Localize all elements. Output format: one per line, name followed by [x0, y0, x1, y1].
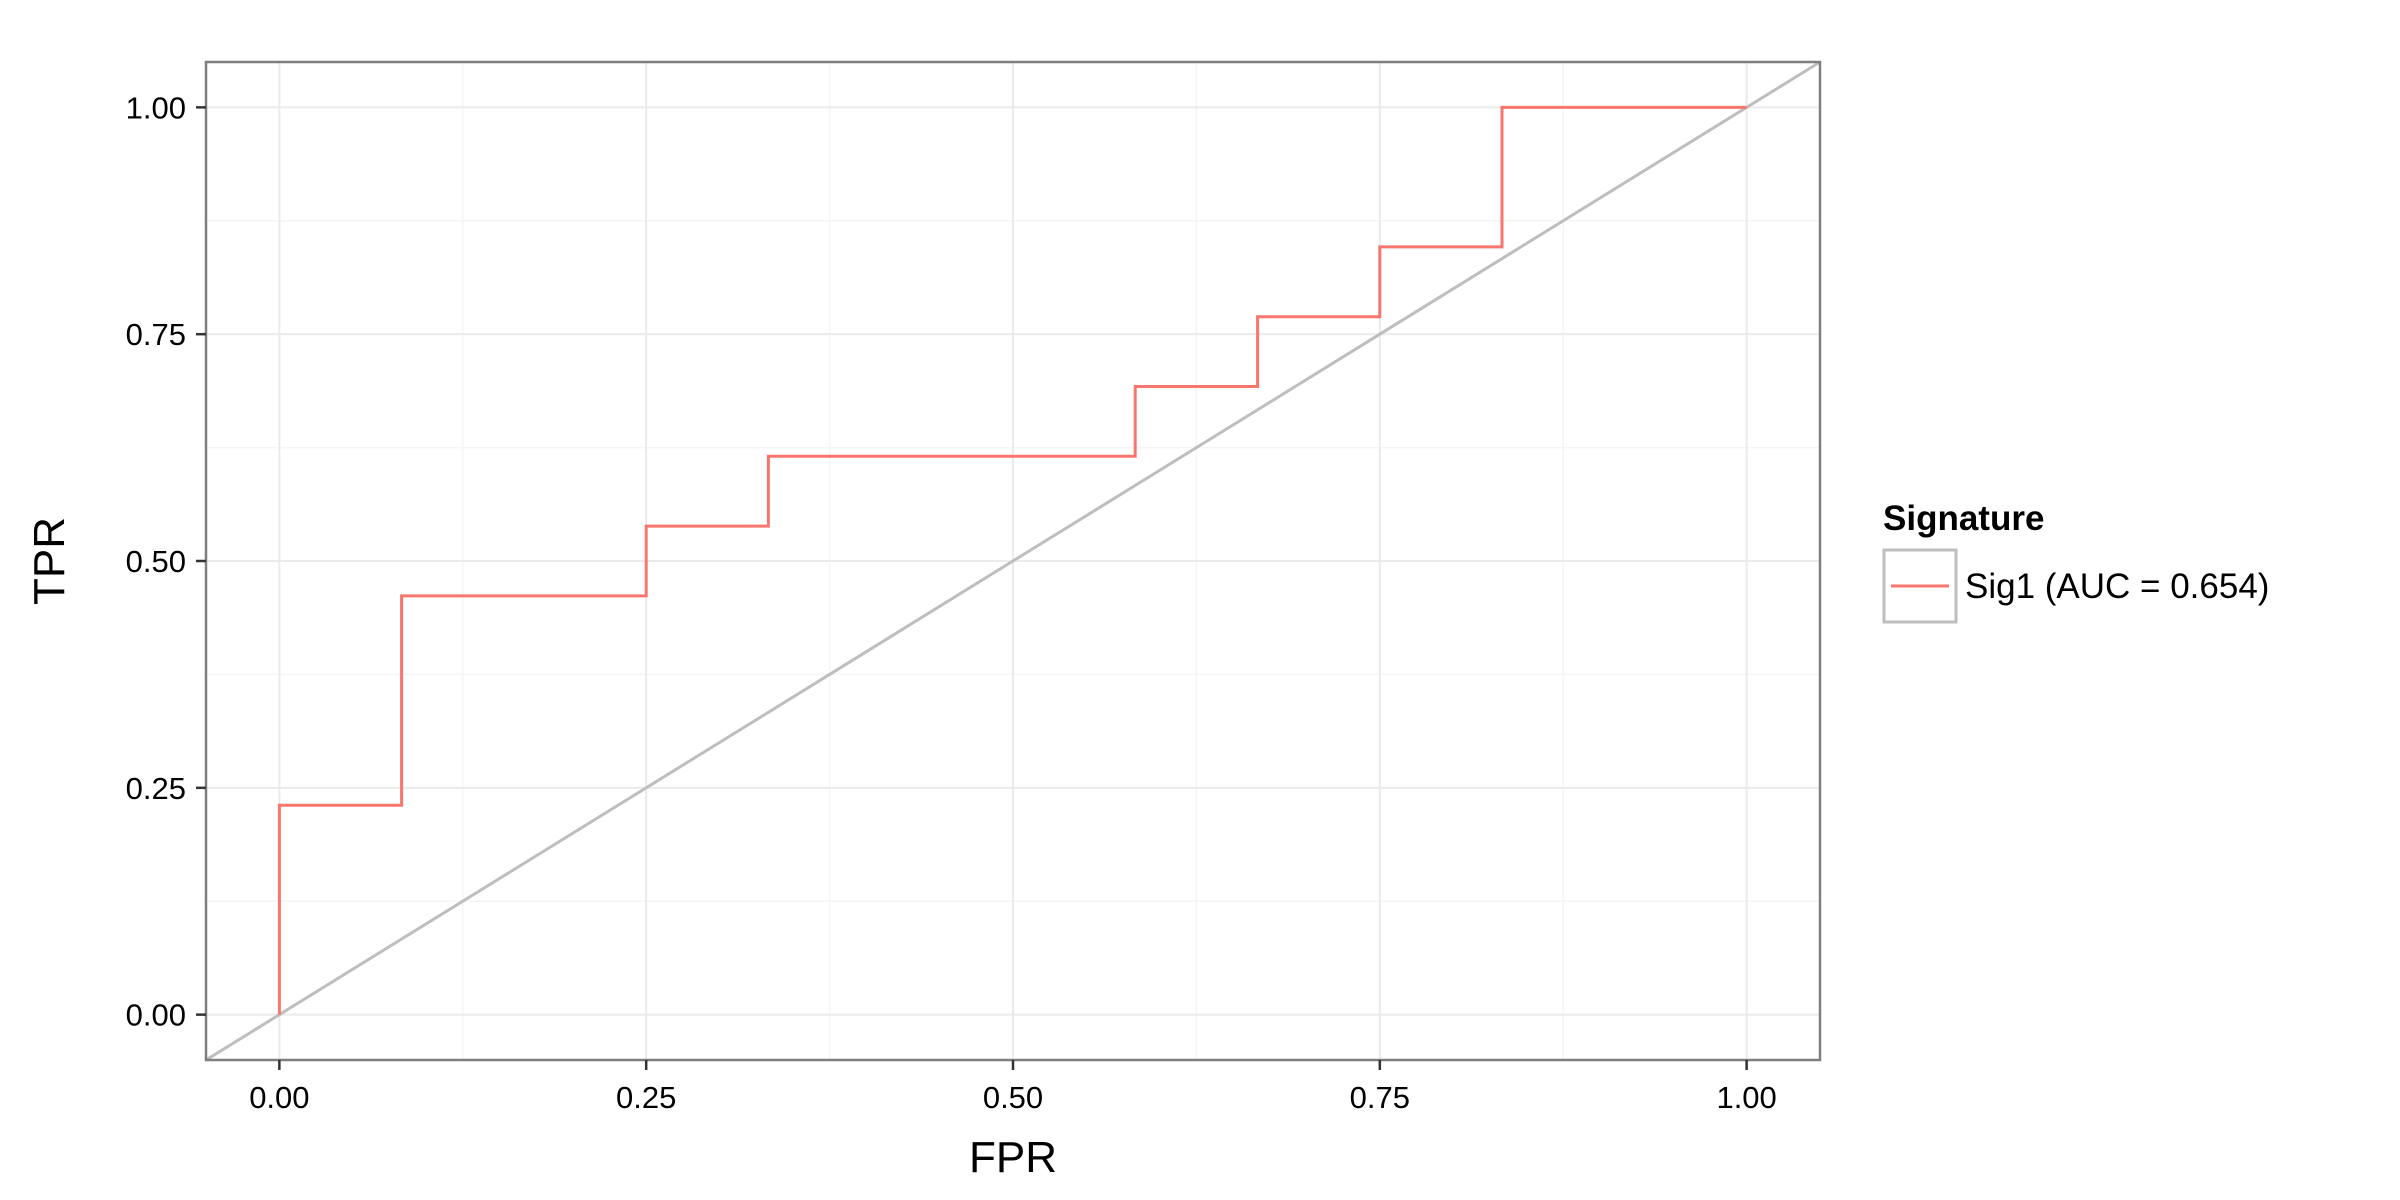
y-tick-label: 0.25	[126, 771, 186, 806]
y-tick-label: 0.50	[126, 544, 186, 579]
x-axis-ticks: 0.00 0.25 0.50 0.75 1.00	[249, 1060, 1777, 1115]
reference-diagonal-line	[205, 60, 1821, 1062]
y-tick-label: 0.00	[126, 998, 186, 1033]
y-tick-label: 0.75	[126, 317, 186, 352]
x-tick-label: 1.00	[1716, 1080, 1776, 1115]
legend: Signature Sig1 (AUC = 0.654)	[1882, 499, 2269, 624]
y-axis-ticks: 0.00 0.25 0.50 0.75 1.00	[126, 90, 206, 1033]
y-axis-title: TPR	[25, 517, 74, 605]
series-line-sig1	[277, 105, 1747, 1015]
x-tick-label: 0.50	[983, 1080, 1043, 1115]
x-axis-title: FPR	[969, 1133, 1057, 1182]
x-tick-label: 0.75	[1350, 1080, 1410, 1115]
x-tick-label: 0.00	[249, 1080, 309, 1115]
legend-label: Sig1 (AUC = 0.654)	[1965, 567, 2269, 606]
legend-title: Signature	[1883, 499, 2044, 538]
major-gridlines	[206, 62, 1820, 1060]
x-tick-label: 0.25	[616, 1080, 676, 1115]
y-tick-label: 1.00	[126, 90, 186, 125]
